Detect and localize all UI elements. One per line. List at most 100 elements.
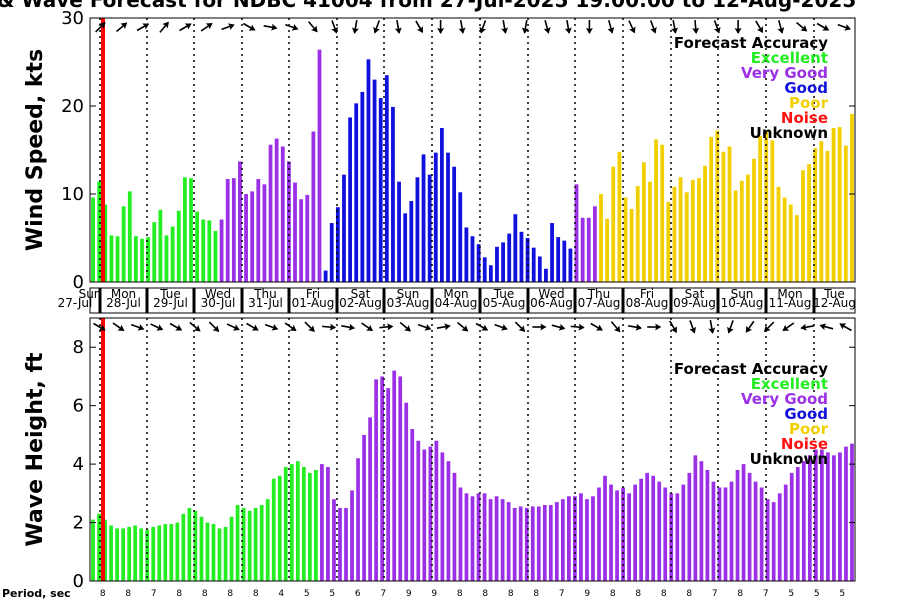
bar xyxy=(299,199,304,282)
direction-arrow xyxy=(607,20,615,34)
day-label-strip: Sun27-JulMon28-JulTue29-JulWed30-JulThu3… xyxy=(58,287,856,314)
bar xyxy=(301,467,306,581)
direction-arrow xyxy=(331,20,339,34)
bar xyxy=(225,179,230,282)
plot-frame xyxy=(89,17,856,283)
direction-arrow xyxy=(479,20,487,34)
bar xyxy=(617,151,622,282)
bar xyxy=(176,210,181,282)
bar xyxy=(645,472,650,581)
bar xyxy=(639,478,644,581)
direction-arrow xyxy=(436,323,451,331)
bar xyxy=(362,434,366,581)
bar xyxy=(360,91,365,282)
bar xyxy=(678,177,683,282)
bar xyxy=(794,215,799,282)
bar xyxy=(506,502,511,581)
bar xyxy=(729,481,734,581)
bar xyxy=(537,256,542,282)
bar xyxy=(697,178,701,282)
bar xyxy=(782,197,787,282)
date-label: 29-Jul xyxy=(153,296,188,310)
bar xyxy=(783,484,788,581)
bar xyxy=(280,146,285,282)
bar xyxy=(320,464,324,581)
direction-arrow xyxy=(475,322,489,331)
bar xyxy=(181,513,186,581)
day-of-week-label: Mon xyxy=(443,287,468,301)
bar xyxy=(134,236,138,282)
direction-arrow xyxy=(458,19,466,34)
period-row: Period, sec 8 8 7 8 8 8 8 4 5 5 6 7 9 9 8 8 8 8 7 9 8 8 8 8 7 8 7 5… xyxy=(2,587,845,600)
bar xyxy=(544,268,548,282)
date-label: 28-Jul xyxy=(106,296,141,310)
bar xyxy=(170,226,175,282)
bar xyxy=(374,379,378,581)
bar xyxy=(332,499,336,581)
bar xyxy=(759,487,764,581)
bar xyxy=(788,204,793,282)
bar xyxy=(415,177,420,282)
bar xyxy=(427,174,432,282)
direction-arrow xyxy=(837,23,851,31)
direction-arrow xyxy=(501,19,509,34)
bar xyxy=(428,446,433,581)
bar xyxy=(109,235,114,282)
direction-arrow xyxy=(708,319,716,334)
bar xyxy=(675,493,680,581)
direction-arrow xyxy=(543,20,551,34)
direction-arrow xyxy=(532,323,547,331)
bar xyxy=(699,461,704,581)
bar xyxy=(585,499,589,581)
y-tick-label: 30 xyxy=(61,8,84,29)
bar xyxy=(342,174,346,282)
direction-arrow xyxy=(628,20,636,34)
direction-arrow xyxy=(417,323,432,331)
bar xyxy=(307,472,312,581)
bar xyxy=(103,204,108,282)
direction-arrow xyxy=(200,22,213,32)
bar xyxy=(187,507,192,581)
bar xyxy=(711,481,716,581)
bar xyxy=(844,446,848,581)
direction-arrow xyxy=(585,20,593,34)
bar xyxy=(464,493,469,581)
direction-arrow xyxy=(341,323,356,331)
bar xyxy=(189,178,193,282)
bar xyxy=(507,233,512,282)
day-of-week-label: Sat xyxy=(351,287,371,301)
period-value: 8 xyxy=(610,589,616,599)
y-tick-label: 8 xyxy=(73,337,84,358)
bar xyxy=(476,244,481,282)
bar xyxy=(446,461,451,581)
bar xyxy=(265,499,270,581)
direction-arrow xyxy=(671,19,679,34)
legend-entry: Noise xyxy=(781,435,828,453)
bar xyxy=(820,449,824,581)
bar xyxy=(268,144,273,282)
bar xyxy=(109,525,113,581)
bar xyxy=(229,516,234,581)
bar xyxy=(482,493,487,581)
direction-arrow xyxy=(564,19,572,34)
period-value: 8 xyxy=(661,589,667,599)
direction-arrow xyxy=(304,321,315,332)
bar xyxy=(250,191,255,282)
bar xyxy=(163,524,168,581)
direction-arrow xyxy=(692,19,700,34)
bar xyxy=(681,484,686,581)
legend-entry: Good xyxy=(784,405,828,423)
direction-arrow xyxy=(159,21,169,33)
day-of-week-label: Tue xyxy=(823,287,845,301)
period-value: 8 xyxy=(202,589,208,599)
bar xyxy=(764,130,769,282)
bar xyxy=(837,127,842,283)
bar xyxy=(627,493,631,581)
bar xyxy=(573,496,577,581)
bar xyxy=(403,213,408,282)
bar xyxy=(293,182,297,282)
bar xyxy=(421,154,426,282)
day-of-week-label: Tue xyxy=(493,287,515,301)
direction-arrow xyxy=(221,23,235,31)
day-of-week-label: Sun xyxy=(731,287,754,301)
